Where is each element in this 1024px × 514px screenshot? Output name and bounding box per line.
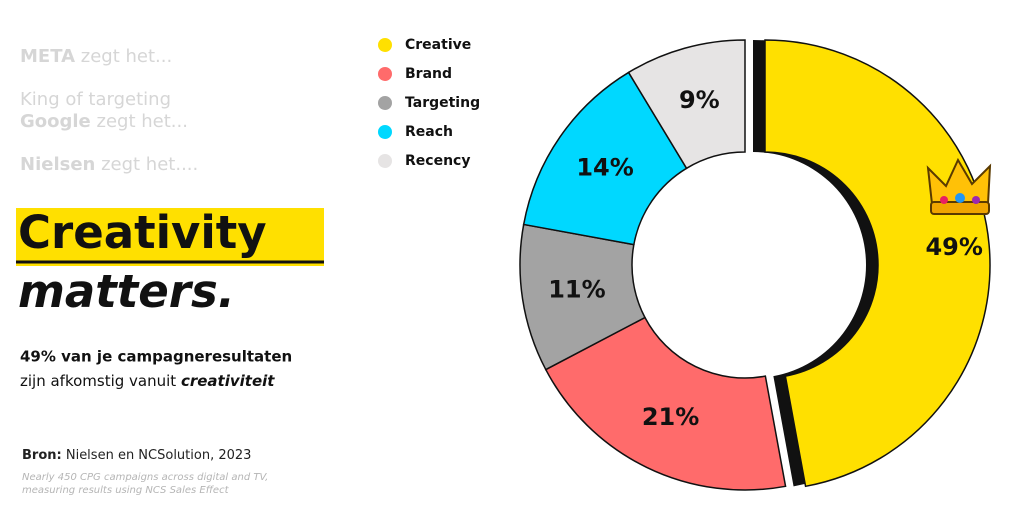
slice bbox=[627, 39, 746, 170]
source-text: Nielsen en NCSolution, 2023 bbox=[62, 448, 252, 463]
source: Bron: Nielsen en NCSolution, 2023 bbox=[22, 448, 251, 463]
legend-label: Recency bbox=[405, 153, 470, 169]
legend-swatch bbox=[378, 38, 392, 52]
statement-emphasis: creativiteit bbox=[181, 372, 275, 390]
value-label: 14% bbox=[576, 153, 633, 181]
legend-swatch bbox=[378, 96, 392, 110]
intro-line: Google zegt het... bbox=[20, 111, 188, 132]
intro-line: META zegt het... bbox=[20, 46, 172, 67]
intro-bold: Google bbox=[20, 111, 91, 132]
chart: 49% 21% 11% 14% 9% Creative Brand Targeting Reac… bbox=[378, 37, 991, 491]
legend-label: Brand bbox=[405, 66, 452, 82]
note: measuring results using NCS Sales Effect bbox=[22, 485, 230, 496]
statement-text: zijn afkomstig vanuit bbox=[20, 372, 181, 390]
intro-rest: zegt het... bbox=[91, 111, 188, 132]
legend-swatch bbox=[378, 154, 392, 168]
legend-label: Creative bbox=[405, 37, 471, 53]
intro-rest: King of targeting bbox=[20, 89, 171, 110]
legend-label: Reach bbox=[405, 124, 453, 140]
legend-label: Targeting bbox=[405, 95, 480, 111]
intro-rest: zegt het... bbox=[75, 46, 172, 67]
headline: Creativity bbox=[18, 206, 267, 259]
slice bbox=[544, 316, 787, 491]
highlight bbox=[16, 208, 324, 266]
value-label: 21% bbox=[642, 403, 699, 431]
statement: 49% van je campagneresultaten bbox=[20, 348, 292, 366]
intro-bold: META bbox=[20, 46, 75, 67]
intro-lines: META zegt het... King of targeting Googl… bbox=[20, 46, 198, 175]
value-label: 49% bbox=[925, 233, 982, 261]
intro-bold: Nielsen bbox=[20, 154, 95, 175]
statement: zijn afkomstig vanuit creativiteit bbox=[20, 372, 275, 390]
crown-icon bbox=[926, 157, 992, 215]
intro-rest: zegt het.... bbox=[95, 154, 198, 175]
note: Nearly 450 CPG campaigns across digital … bbox=[22, 472, 268, 483]
value-label: 11% bbox=[548, 276, 605, 304]
headline: matters. bbox=[18, 265, 235, 318]
legend-swatch bbox=[378, 125, 392, 139]
slice bbox=[764, 39, 991, 488]
value-label: 9% bbox=[679, 86, 720, 114]
legend-swatch bbox=[378, 67, 392, 81]
slice bbox=[522, 71, 688, 246]
source-label: Bron: bbox=[22, 448, 62, 463]
intro-line: King of targeting bbox=[20, 89, 171, 110]
intro-line: Nielsen zegt het.... bbox=[20, 154, 198, 175]
